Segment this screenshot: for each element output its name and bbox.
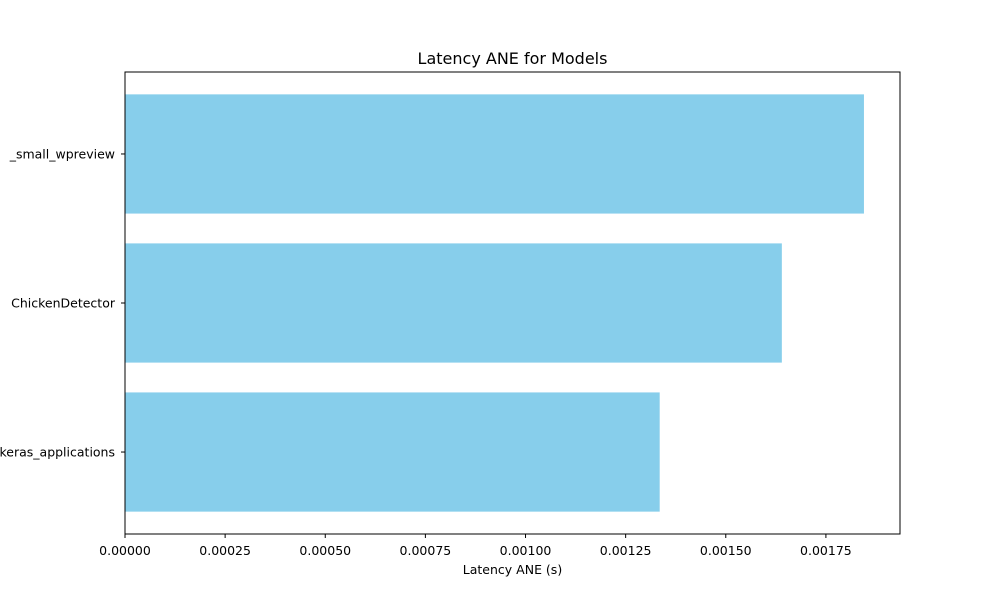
y-tick-label: keras_applications: [0, 445, 115, 460]
x-tick-label: 0.00050: [299, 543, 351, 558]
x-tick-label: 0.00100: [500, 543, 552, 558]
x-tick-label: 0.00150: [700, 543, 752, 558]
x-tick-label: 0.00075: [400, 543, 452, 558]
y-axis: keras_applications ChickenDetector _small_…: [0, 146, 125, 460]
bar-keras-applications: [125, 392, 660, 512]
chart-title: Latency ANE for Models: [418, 49, 608, 68]
x-axis: 0.00000 0.00025 0.00050 0.00075 0.00100 0.001…: [99, 534, 852, 558]
x-tick-label: 0.00125: [600, 543, 652, 558]
y-tick-label: ChickenDetector: [11, 296, 116, 311]
bars-layer: [125, 94, 864, 512]
x-axis-label: Latency ANE (s): [463, 562, 562, 577]
y-tick-label: _small_wpreview: [9, 146, 115, 161]
x-tick-label: 0.00175: [800, 543, 852, 558]
x-tick-label: 0.00025: [199, 543, 251, 558]
bar-small-wpreview: [125, 94, 864, 214]
x-tick-label: 0.00000: [99, 543, 151, 558]
plot-frame: [124, 71, 901, 535]
bar-chickendetector: [125, 243, 782, 363]
